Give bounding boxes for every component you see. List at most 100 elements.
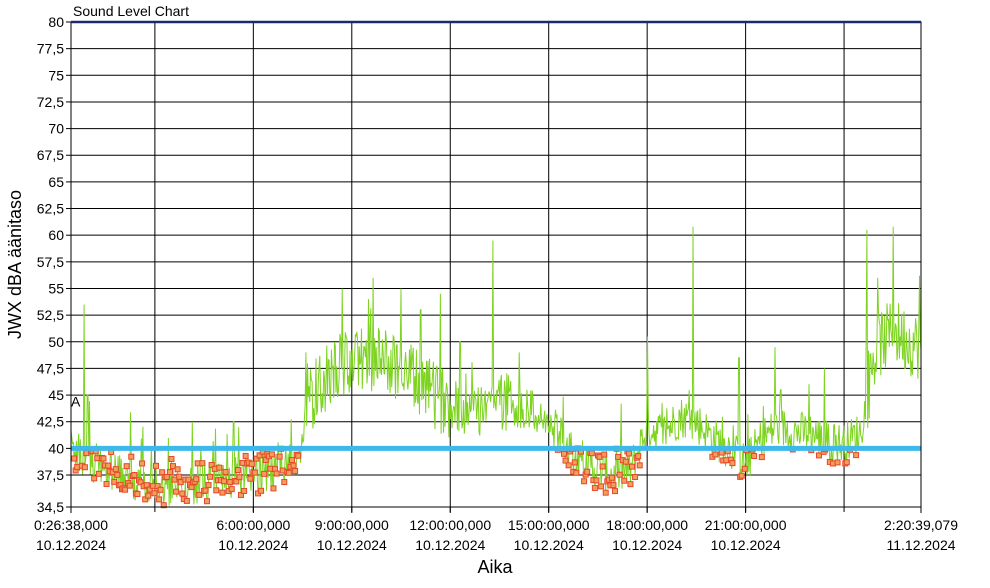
x-axis: 0:26:38,000 10.12.2024 6:00:00,000 10.12.20… — [34, 507, 958, 553]
chart-title: Sound Level Chart — [73, 3, 189, 19]
series-point-marker — [91, 475, 98, 482]
series-point-marker — [584, 468, 591, 475]
series-point-marker — [228, 486, 235, 493]
series-point-marker — [111, 478, 118, 485]
series-point-marker — [123, 463, 130, 470]
series-point-marker — [183, 497, 190, 504]
series-point-marker — [581, 478, 588, 485]
series-point-marker — [146, 486, 153, 493]
series-point-marker — [608, 474, 615, 481]
series-point-marker — [751, 453, 758, 460]
series-point-marker — [193, 476, 200, 483]
y-tick-label: 42,5 — [37, 414, 64, 430]
series-point-marker — [142, 496, 149, 503]
series-point-marker — [242, 452, 249, 459]
x-tick-time-label: 21:00:00,000 — [705, 517, 787, 533]
x-tick-date-label: 10.12.2024 — [218, 537, 288, 553]
series-point-marker — [159, 469, 166, 476]
series-point-marker — [128, 453, 135, 460]
chart-grid — [71, 21, 921, 512]
series-point-marker — [196, 491, 203, 498]
series-point-marker — [204, 498, 210, 505]
series-point-marker — [729, 460, 736, 467]
x-tick-date-label: 10.12.2024 — [36, 537, 106, 553]
x-tick-time-label: 6:00:00,000 — [216, 517, 290, 533]
series-point-marker — [289, 457, 295, 464]
series-point-marker — [139, 460, 146, 467]
series-point-marker — [276, 453, 283, 460]
y-tick-label: 70 — [48, 121, 64, 137]
y-tick-label: 72,5 — [37, 94, 64, 110]
series-point-marker — [270, 485, 277, 492]
series-point-marker — [273, 470, 280, 477]
y-tick-label: 62,5 — [37, 201, 64, 217]
series-point-marker — [632, 474, 639, 481]
series-point-marker — [199, 460, 206, 467]
y-tick-label: 52,5 — [37, 307, 64, 323]
series-point-marker — [256, 452, 263, 459]
series-point-marker — [616, 471, 623, 478]
y-tick-label: 40 — [48, 440, 64, 456]
series-point-marker — [292, 467, 299, 474]
series-point-marker — [233, 478, 240, 485]
series-point-marker — [238, 491, 244, 498]
series-point-marker — [170, 463, 176, 470]
series-point-marker — [593, 477, 600, 484]
x-tick-time-label: 12:00:00,000 — [409, 517, 491, 533]
series-point-marker — [635, 453, 642, 460]
y-tick-label: 60 — [48, 227, 64, 243]
series-point-marker — [622, 458, 629, 465]
series-point-marker — [153, 462, 159, 469]
series-point-marker — [285, 469, 292, 476]
marker-label-a: A — [71, 393, 81, 409]
y-tick-label: 47,5 — [37, 360, 64, 376]
series-point-marker — [122, 486, 129, 493]
series-point-marker — [248, 460, 255, 467]
series-point-marker — [207, 473, 214, 480]
series-point-marker — [202, 487, 209, 494]
series-point-marker — [168, 455, 175, 462]
series-point-marker — [621, 477, 628, 484]
series-point-marker — [571, 459, 578, 466]
series-point-marker — [562, 457, 569, 464]
x-tick-time-label: 9:00:00,000 — [315, 517, 389, 533]
series-point-marker — [234, 466, 241, 473]
x-tick-date-label: 10.12.2024 — [514, 537, 584, 553]
series-point-marker — [565, 462, 572, 469]
series-point-marker — [221, 478, 227, 485]
series-point-marker — [103, 480, 110, 487]
series-point-marker — [205, 482, 212, 489]
series-point-marker — [636, 462, 643, 469]
series-point-marker — [151, 490, 158, 497]
chart-series — [70, 226, 922, 509]
series-point-marker — [143, 482, 150, 489]
series-point-marker — [71, 455, 78, 462]
series-point-marker — [216, 464, 223, 471]
series-point-marker — [290, 462, 297, 469]
y-tick-label: 67,5 — [37, 147, 64, 163]
x-tick-date-label: 11.12.2024 — [886, 537, 955, 553]
series-point-marker — [145, 492, 152, 499]
series-point-marker — [114, 471, 121, 478]
y-axis-title: JWX dBA äänitaso — [5, 190, 25, 339]
x-tick-time-label: 2:20:39,079 — [884, 517, 958, 533]
series-point-marker — [157, 486, 164, 493]
y-tick-label: 37,5 — [37, 467, 64, 483]
x-tick-time-label: 0:26:38,000 — [34, 517, 108, 533]
y-tick-label: 65 — [48, 174, 64, 190]
series-point-marker — [131, 472, 138, 479]
series-point-marker — [573, 469, 580, 476]
series-point-marker — [156, 496, 163, 503]
series-point-marker — [261, 470, 268, 477]
series-point-marker — [843, 459, 850, 466]
y-tick-label: 55 — [48, 280, 64, 296]
series-point-marker — [251, 469, 258, 476]
series-point-marker — [100, 455, 107, 462]
series-point-marker — [222, 468, 229, 475]
series-point-marker — [95, 470, 102, 477]
series-point-marker — [561, 450, 567, 457]
series-point-marker — [627, 481, 634, 488]
series-point-marker — [253, 455, 260, 462]
series-point-marker — [208, 461, 215, 468]
